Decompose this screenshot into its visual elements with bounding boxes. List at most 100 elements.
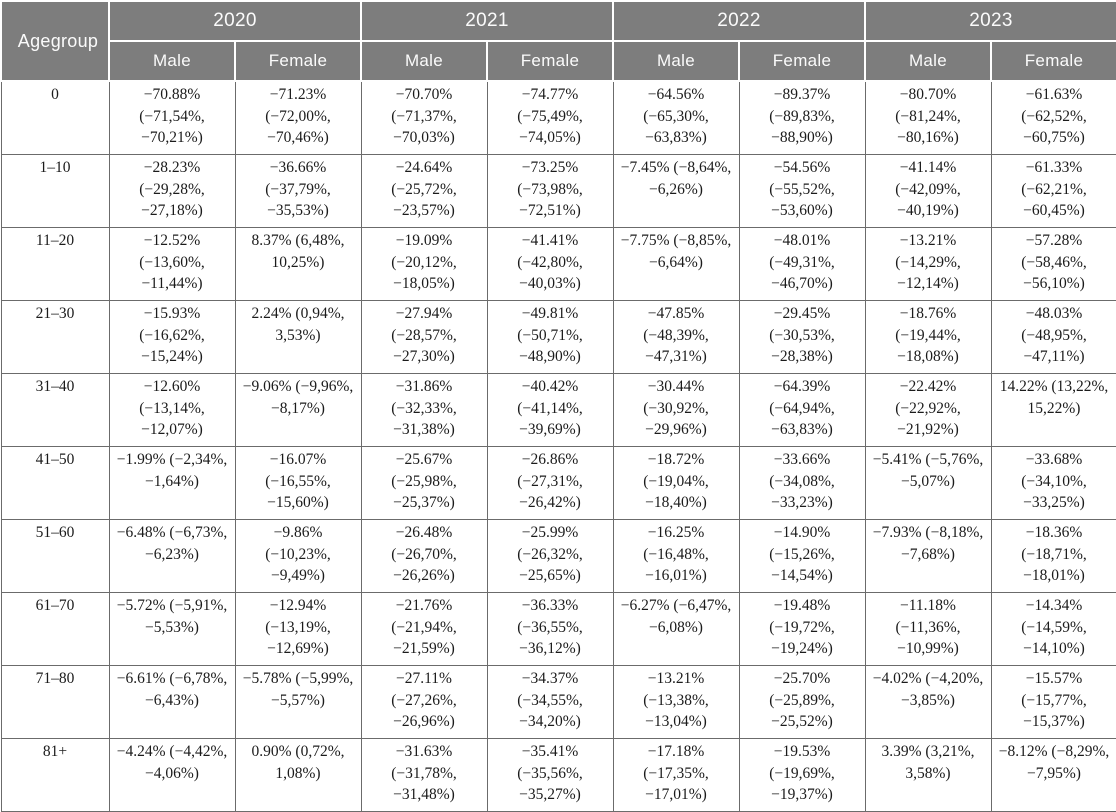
data-cell: −73.25% (−73,98%, −72,51%) <box>486 154 614 228</box>
agegroup-cell: 41–50 <box>0 446 110 520</box>
data-cell: −6.48% (−6,73%, −6,23%) <box>108 519 236 593</box>
data-cell: 3.39% (3,21%, 3,58%) <box>864 738 992 812</box>
year-header-2021: 2021 <box>360 0 614 42</box>
data-cell: −7.45% (−8,64%, −6,26%) <box>612 154 740 228</box>
data-cell: −8.12% (−8,29%, −7,95%) <box>990 738 1116 812</box>
data-cell: −74.77% (−75,49%, −74,05%) <box>486 80 614 155</box>
data-cell: −7.93% (−8,18%, −7,68%) <box>864 519 992 593</box>
data-cell: −11.18% (−11,36%, −10,99%) <box>864 592 992 666</box>
data-cell: −71.23% (−72,00%, −70,46%) <box>234 80 362 155</box>
data-cell: −6.61% (−6,78%, −6,43%) <box>108 665 236 739</box>
col-header-2020-female: Female <box>234 40 362 82</box>
data-cell: −31.86% (−32,33%, −31,38%) <box>360 373 488 447</box>
data-cell: −33.66% (−34,08%, −33,23%) <box>738 446 866 520</box>
data-cell: −19.53% (−19,69%, −19,37%) <box>738 738 866 812</box>
data-cell: −70.88% (−71,54%, −70,21%) <box>108 80 236 155</box>
data-cell: 2.24% (0,94%, 3,53%) <box>234 300 362 374</box>
data-cell: −35.41% (−35,56%, −35,27%) <box>486 738 614 812</box>
table-header: Agegroup 2020 2021 2022 2023 Male Female… <box>0 0 1116 82</box>
data-cell: −5.72% (−5,91%, −5,53%) <box>108 592 236 666</box>
data-cell: −18.72% (−19,04%, −18,40%) <box>612 446 740 520</box>
data-cell: −28.23% (−29,28%, −27,18%) <box>108 154 236 228</box>
table-row: 31–40 −12.60% (−13,14%, −12,07%) −9.06% … <box>0 373 1116 447</box>
data-cell: −15.57% (−15,77%, −15,37%) <box>990 665 1116 739</box>
data-cell: −19.48% (−19,72%, −19,24%) <box>738 592 866 666</box>
col-header-2021-female: Female <box>486 40 614 82</box>
data-cell: −41.41% (−42,80%, −40,03%) <box>486 227 614 301</box>
data-cell: −30.44% (−30,92%, −29,96%) <box>612 373 740 447</box>
data-cell: −64.39% (−64,94%, −63,83%) <box>738 373 866 447</box>
col-header-2021-male: Male <box>360 40 488 82</box>
data-cell: −15.93% (−16,62%, −15,24%) <box>108 300 236 374</box>
agegroup-column-header: Agegroup <box>0 0 110 82</box>
year-header-row: Agegroup 2020 2021 2022 2023 <box>0 0 1116 82</box>
data-cell: −25.99% (−26,32%, −25,65%) <box>486 519 614 593</box>
year-header-2020: 2020 <box>108 0 362 42</box>
data-cell: 0.90% (0,72%, 1,08%) <box>234 738 362 812</box>
data-cell: −33.68% (−34,10%, −33,25%) <box>990 446 1116 520</box>
table-row: 11–20 −12.52% (−13,60%, −11,44%) 8.37% (… <box>0 227 1116 301</box>
col-header-2022-female: Female <box>738 40 866 82</box>
agegroup-cell: 1–10 <box>0 154 110 228</box>
col-header-2023-female: Female <box>990 40 1116 82</box>
data-cell: −57.28% (−58,46%, −56,10%) <box>990 227 1116 301</box>
data-cell: −14.90% (−15,26%, −14,54%) <box>738 519 866 593</box>
data-cell: −25.67% (−25,98%, −25,37%) <box>360 446 488 520</box>
data-cell: −80.70% (−81,24%, −80,16%) <box>864 80 992 155</box>
data-cell: −89.37% (−89,83%, −88,90%) <box>738 80 866 155</box>
data-cell: −54.56% (−55,52%, −53,60%) <box>738 154 866 228</box>
data-cell: −6.27% (−6,47%, −6,08%) <box>612 592 740 666</box>
data-cell: −41.14% (−42,09%, −40,19%) <box>864 154 992 228</box>
data-cell: −29.45% (−30,53%, −28,38%) <box>738 300 866 374</box>
data-cell: −4.24% (−4,42%, −4,06%) <box>108 738 236 812</box>
data-cell: −5.78% (−5,99%, −5,57%) <box>234 665 362 739</box>
data-cell: −27.94% (−28,57%, −27,30%) <box>360 300 488 374</box>
data-cell: −16.07% (−16,55%, −15,60%) <box>234 446 362 520</box>
data-cell: 8.37% (6,48%, 10,25%) <box>234 227 362 301</box>
data-cell: −48.03% (−48,95%, −47,11%) <box>990 300 1116 374</box>
data-cell: −19.09% (−20,12%, −18,05%) <box>360 227 488 301</box>
data-cell: −9.06% (−9,96%, −8,17%) <box>234 373 362 447</box>
data-cell: −24.64% (−25,72%, −23,57%) <box>360 154 488 228</box>
data-cell: −61.63% (−62,52%, −60,75%) <box>990 80 1116 155</box>
data-cell: −31.63% (−31,78%, −31,48%) <box>360 738 488 812</box>
table-row: 81+ −4.24% (−4,42%, −4,06%) 0.90% (0,72%… <box>0 738 1116 812</box>
agegroup-cell: 0 <box>0 80 110 155</box>
table-row: 71–80 −6.61% (−6,78%, −6,43%) −5.78% (−5… <box>0 665 1116 739</box>
year-header-2022: 2022 <box>612 0 866 42</box>
data-cell: −13.21% (−14,29%, −12,14%) <box>864 227 992 301</box>
data-cell: −9.86% (−10,23%, −9,49%) <box>234 519 362 593</box>
data-cell: −26.48% (−26,70%, −26,26%) <box>360 519 488 593</box>
table-row: 21–30 −15.93% (−16,62%, −15,24%) 2.24% (… <box>0 300 1116 374</box>
data-cell: −34.37% (−34,55%, −34,20%) <box>486 665 614 739</box>
year-header-2023: 2023 <box>864 0 1116 42</box>
table-row: 41–50 −1.99% (−2,34%, −1,64%) −16.07% (−… <box>0 446 1116 520</box>
data-cell: −12.60% (−13,14%, −12,07%) <box>108 373 236 447</box>
data-cell: 14.22% (13,22%, 15,22%) <box>990 373 1116 447</box>
data-cell: −12.52% (−13,60%, −11,44%) <box>108 227 236 301</box>
col-header-2023-male: Male <box>864 40 992 82</box>
data-cell: −27.11% (−27,26%, −26,96%) <box>360 665 488 739</box>
data-cell: −40.42% (−41,14%, −39,69%) <box>486 373 614 447</box>
data-cell: −7.75% (−8,85%, −6,64%) <box>612 227 740 301</box>
data-cell: −49.81% (−50,71%, −48,90%) <box>486 300 614 374</box>
col-header-2020-male: Male <box>108 40 236 82</box>
data-cell: −47.85% (−48,39%, −47,31%) <box>612 300 740 374</box>
data-cell: −16.25% (−16,48%, −16,01%) <box>612 519 740 593</box>
data-cell: −14.34% (−14,59%, −14,10%) <box>990 592 1116 666</box>
data-cell: −36.33% (−36,55%, −36,12%) <box>486 592 614 666</box>
table-row: 61–70 −5.72% (−5,91%, −5,53%) −12.94% (−… <box>0 592 1116 666</box>
data-cell: −13.21% (−13,38%, −13,04%) <box>612 665 740 739</box>
agegroup-cell: 61–70 <box>0 592 110 666</box>
data-cell: −22.42% (−22,92%, −21,92%) <box>864 373 992 447</box>
data-cell: −26.86% (−27,31%, −26,42%) <box>486 446 614 520</box>
data-cell: −12.94% (−13,19%, −12,69%) <box>234 592 362 666</box>
data-cell: −1.99% (−2,34%, −1,64%) <box>108 446 236 520</box>
data-cell: −18.76% (−19,44%, −18,08%) <box>864 300 992 374</box>
data-cell: −61.33% (−62,21%, −60,45%) <box>990 154 1116 228</box>
data-cell: −4.02% (−4,20%, −3,85%) <box>864 665 992 739</box>
sex-header-row: Male Female Male Female Male Female Male… <box>1 40 1116 82</box>
agegroup-cell: 51–60 <box>0 519 110 593</box>
data-cell: −25.70% (−25,89%, −25,52%) <box>738 665 866 739</box>
